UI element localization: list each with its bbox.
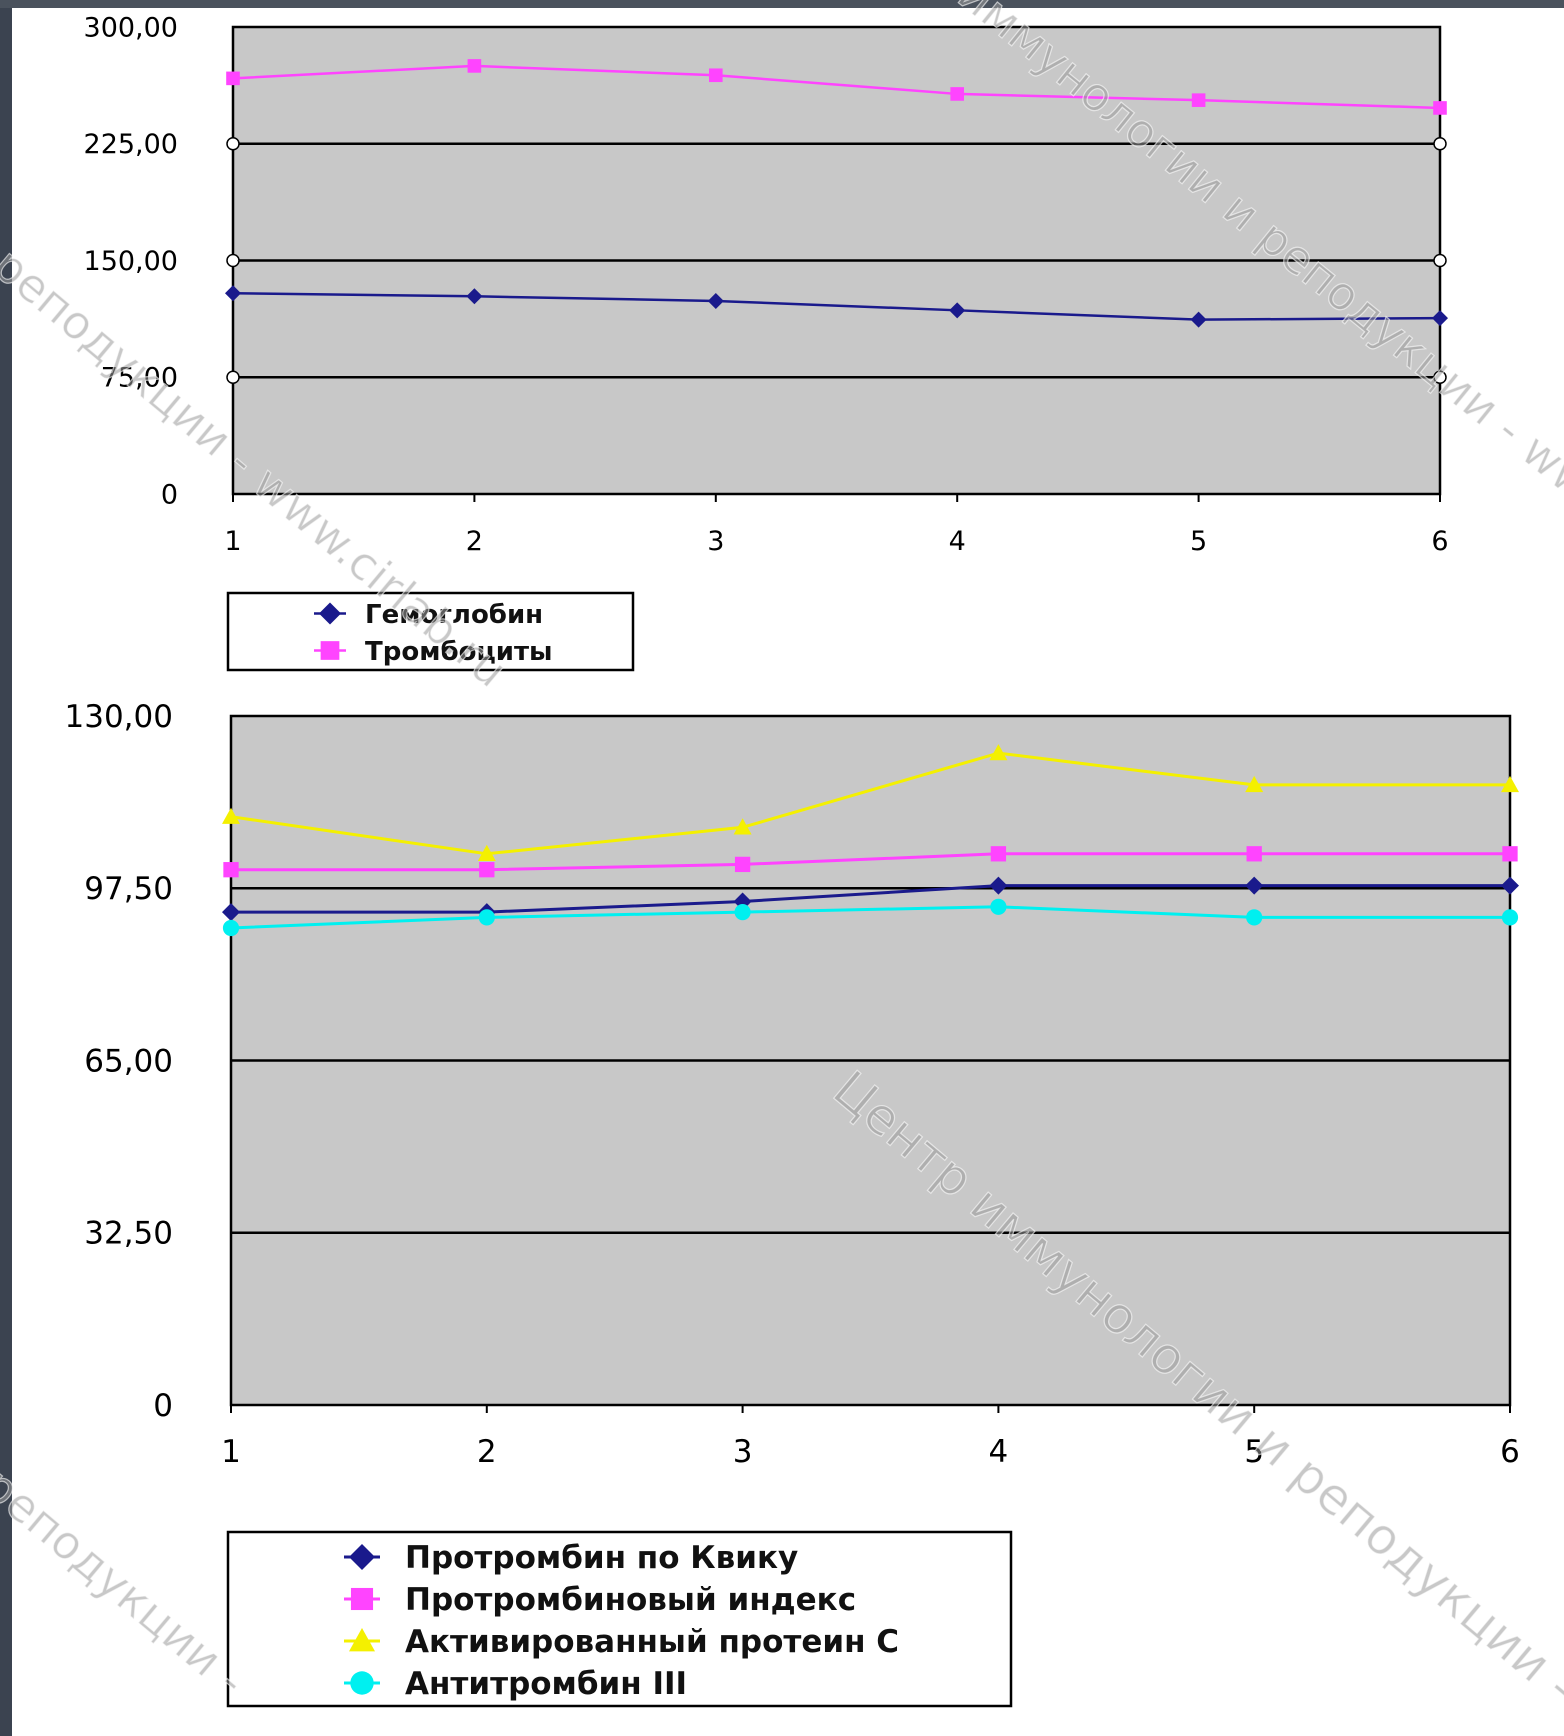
series-4 xyxy=(222,898,1519,937)
x-tick-label: 1 xyxy=(221,1434,241,1470)
gridline-endpoint xyxy=(226,137,240,151)
series-line xyxy=(230,751,1510,856)
data-point xyxy=(734,904,751,921)
data-point xyxy=(709,68,723,83)
gridline-endpoint xyxy=(1433,370,1447,384)
data-point xyxy=(222,807,240,824)
x-tick-label: 6 xyxy=(1500,1434,1520,1470)
data-point xyxy=(989,744,1008,761)
legend-label: Тромбоциты xyxy=(365,637,553,667)
data-point xyxy=(1246,909,1263,926)
legend: Протромбин по Квику Протромбиновый индекс… xyxy=(226,1530,1013,1708)
gridline-endpoint xyxy=(1433,137,1447,151)
legend-marker xyxy=(350,1671,374,1695)
x-tick-label: 1 xyxy=(224,526,241,557)
chart-hemoglobin-platelets: 0 75,00 150,00 225,00 300,00 1 2 3 4 5 6 Гемоглобин… xyxy=(84,12,1449,672)
data-point xyxy=(1432,310,1448,327)
data-point xyxy=(466,288,483,305)
data-point xyxy=(1191,93,1206,107)
data-point xyxy=(467,59,482,73)
data-point xyxy=(734,856,751,873)
series-3 xyxy=(222,744,1519,861)
legend-marker xyxy=(319,602,341,625)
chart-coagulation: 0 32,50 65,00 97,50 130,00 1 2 3 4 5 6 Протромбин п… xyxy=(65,699,1520,1708)
legend-label: Гемоглобин xyxy=(365,600,543,630)
data-point xyxy=(1501,909,1519,926)
data-point xyxy=(222,919,240,937)
x-tick-label: 2 xyxy=(477,1434,497,1470)
data-point xyxy=(478,909,495,926)
y-tick-label: 225,00 xyxy=(84,129,178,160)
y-tick-label: 65,00 xyxy=(84,1043,173,1079)
series-2 xyxy=(223,846,1518,878)
data-point xyxy=(1433,101,1447,115)
x-tick-label: 3 xyxy=(707,526,724,557)
data-point xyxy=(990,846,1007,862)
legend-marker xyxy=(350,1587,374,1611)
y-tick-label: 0 xyxy=(153,1388,173,1424)
data-point xyxy=(949,302,966,319)
data-point xyxy=(225,285,241,302)
data-point xyxy=(950,87,964,101)
x-tick-label: 4 xyxy=(989,1434,1009,1470)
data-point xyxy=(733,818,752,835)
data-point xyxy=(1245,876,1264,895)
data-point xyxy=(1501,876,1519,895)
legend-label: Антитромбин III xyxy=(405,1666,687,1702)
y-tick-label: 97,50 xyxy=(84,871,173,907)
series-1 xyxy=(225,285,1448,328)
legend-label: Протромбиновый индекс xyxy=(405,1582,856,1618)
data-point xyxy=(1245,775,1264,793)
gridline-endpoint xyxy=(226,370,240,384)
gridline-endpoint xyxy=(1433,253,1447,268)
legend-label: Протромбин по Квику xyxy=(405,1540,798,1576)
data-point xyxy=(1501,775,1519,793)
series-line xyxy=(232,64,1441,110)
series-line xyxy=(231,852,1510,872)
y-tick-label: 75,00 xyxy=(101,363,178,394)
series-line xyxy=(230,905,1510,930)
y-tick-label: 150,00 xyxy=(84,246,178,277)
x-tick-label: 6 xyxy=(1431,526,1448,557)
data-point xyxy=(1502,846,1518,862)
data-point xyxy=(479,862,495,878)
y-tick-label: 0 xyxy=(161,479,178,510)
legend: Гемоглобин Тромбоциты xyxy=(226,591,635,672)
y-tick-label: 32,50 xyxy=(84,1216,173,1252)
legend-label: Активированный протеин С xyxy=(405,1624,899,1660)
data-point xyxy=(990,898,1007,915)
legend-marker xyxy=(320,641,340,660)
legend-marker xyxy=(349,1544,375,1570)
left-frame-strip xyxy=(0,0,12,1736)
gridline-endpoint xyxy=(226,253,240,268)
legend-marker xyxy=(349,1628,375,1652)
data-point xyxy=(223,862,239,878)
y-tick-label: 130,00 xyxy=(65,699,173,735)
x-tick-label: 5 xyxy=(1190,526,1207,557)
series-line xyxy=(232,291,1441,321)
y-tick-label: 300,00 xyxy=(84,12,178,43)
legend-box xyxy=(226,591,635,672)
series-2 xyxy=(226,59,1447,115)
series-line xyxy=(231,884,1510,914)
x-tick-label: 3 xyxy=(733,1434,753,1470)
data-point xyxy=(477,844,496,861)
x-tick-label: 2 xyxy=(466,526,483,557)
data-point xyxy=(1246,846,1262,862)
data-point xyxy=(989,876,1008,895)
data-point xyxy=(222,903,240,922)
data-point xyxy=(707,292,724,309)
x-tick-label: 5 xyxy=(1244,1434,1264,1470)
data-point xyxy=(1190,311,1207,328)
data-point xyxy=(226,71,240,86)
x-tick-label: 4 xyxy=(949,526,966,557)
top-frame-strip xyxy=(0,0,1564,8)
